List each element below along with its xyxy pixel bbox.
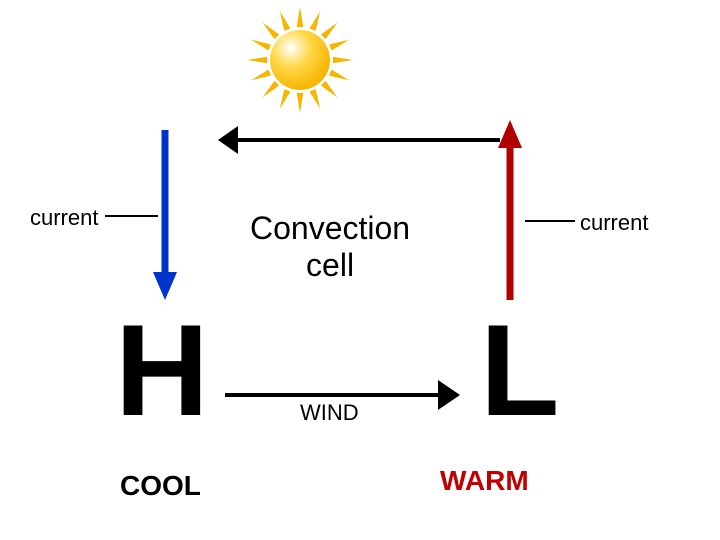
letter-H: H	[115, 295, 209, 445]
center-title: Convection cell	[250, 210, 410, 284]
sun-icon	[0, 0, 720, 145]
leader-left	[105, 215, 158, 217]
label-warm: WARM	[440, 465, 529, 497]
label-cool: COOL	[120, 470, 201, 502]
title-line1: Convection	[250, 210, 410, 247]
label-wind: WIND	[300, 400, 359, 426]
leader-right	[525, 220, 575, 222]
letter-L: L	[480, 295, 559, 445]
title-line2: cell	[250, 247, 410, 284]
label-right-current: current	[580, 210, 648, 236]
label-left-current: current	[30, 205, 98, 231]
